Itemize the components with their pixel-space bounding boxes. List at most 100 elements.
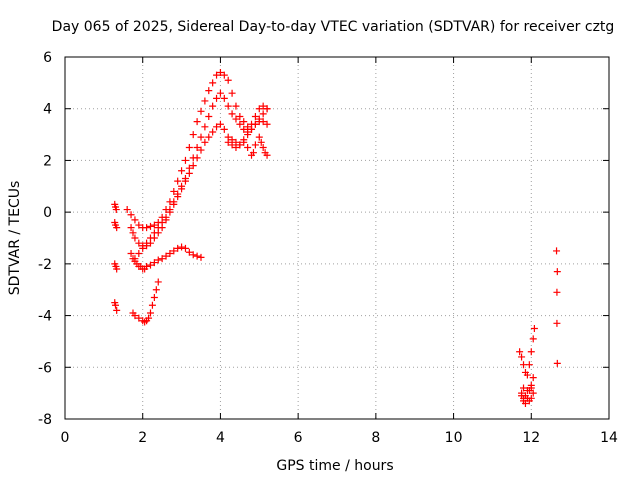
y-axis-label: SDTVAR / TECUs xyxy=(7,181,23,296)
data-point xyxy=(263,120,271,128)
data-point xyxy=(255,105,263,113)
data-point xyxy=(127,211,135,219)
data-point xyxy=(516,348,524,356)
series-sat-g xyxy=(224,133,271,159)
x-axis-label: GPS time / hours xyxy=(276,458,393,474)
data-point xyxy=(123,206,131,214)
data-point xyxy=(174,177,182,185)
x-tick-label: 6 xyxy=(294,430,303,446)
data-point xyxy=(527,348,535,356)
x-tick-label: 12 xyxy=(522,430,540,446)
y-tick-label: -4 xyxy=(38,309,52,325)
data-point xyxy=(146,222,154,230)
data-point xyxy=(150,293,158,301)
data-point xyxy=(189,251,197,259)
data-point xyxy=(162,206,170,214)
data-point xyxy=(228,136,236,144)
data-point xyxy=(127,250,135,258)
data-point xyxy=(236,120,244,128)
data-point xyxy=(135,221,143,229)
data-point xyxy=(131,234,139,242)
x-tick-label: 2 xyxy=(138,430,147,446)
data-point xyxy=(228,110,236,118)
data-point xyxy=(240,118,248,126)
data-point xyxy=(185,144,193,151)
data-point xyxy=(166,198,174,206)
data-markers xyxy=(111,69,561,407)
data-point xyxy=(523,387,531,395)
data-point xyxy=(143,262,151,270)
data-point xyxy=(216,120,224,128)
data-point xyxy=(216,69,224,77)
data-point xyxy=(135,250,143,258)
data-point xyxy=(255,133,263,141)
data-point xyxy=(181,156,189,164)
data-point xyxy=(236,112,244,120)
y-tick-label: -6 xyxy=(38,360,52,376)
data-point xyxy=(257,138,265,146)
data-point xyxy=(213,94,221,102)
data-point xyxy=(154,256,162,264)
data-point xyxy=(185,164,193,172)
data-point xyxy=(146,309,154,317)
series-sat-j xyxy=(553,247,561,367)
data-point xyxy=(181,244,189,252)
y-tick-label: -8 xyxy=(38,412,52,428)
data-point xyxy=(135,239,143,247)
data-point xyxy=(146,261,154,269)
data-point xyxy=(197,253,205,261)
data-point xyxy=(150,221,158,229)
data-point xyxy=(244,123,252,131)
data-point xyxy=(197,146,205,154)
data-point xyxy=(166,250,174,258)
data-point xyxy=(112,301,120,309)
data-point xyxy=(205,112,213,120)
data-point xyxy=(154,278,162,286)
data-point xyxy=(521,399,529,407)
data-point xyxy=(143,239,151,247)
data-point xyxy=(178,167,186,175)
data-point xyxy=(170,247,178,255)
data-point xyxy=(193,144,201,151)
y-tick-label: -2 xyxy=(38,257,52,273)
data-point xyxy=(178,243,186,251)
data-point xyxy=(553,359,561,367)
data-point xyxy=(213,123,221,131)
data-point xyxy=(193,118,201,126)
data-point xyxy=(236,141,244,149)
data-point xyxy=(228,89,236,97)
data-point xyxy=(251,141,259,149)
data-point xyxy=(518,353,526,361)
data-point xyxy=(530,325,538,332)
data-point xyxy=(521,392,529,400)
data-point xyxy=(189,131,197,139)
chart-title: Day 065 of 2025, Sidereal Day-to-day VTE… xyxy=(52,19,615,35)
data-point xyxy=(146,234,154,242)
data-point xyxy=(518,389,526,397)
data-point xyxy=(174,190,182,198)
y-tick-label: 2 xyxy=(43,153,52,169)
data-point xyxy=(553,319,561,327)
data-point xyxy=(220,71,228,79)
data-point xyxy=(150,229,158,237)
series-sat-d xyxy=(127,118,271,250)
x-tick-label: 8 xyxy=(371,430,380,446)
data-point xyxy=(131,216,139,224)
y-tick-labels: -8 -6 -4 -2 0 2 4 6 xyxy=(38,50,52,428)
data-point xyxy=(150,259,158,267)
series-sat-i xyxy=(518,374,537,405)
data-point xyxy=(249,149,257,157)
grid-lines xyxy=(65,57,609,419)
data-point xyxy=(255,115,263,123)
data-point xyxy=(263,105,271,113)
plot-frame xyxy=(64,56,610,420)
data-point xyxy=(205,87,213,95)
x-tick-label: 0 xyxy=(61,430,70,446)
data-point xyxy=(213,71,221,79)
data-point xyxy=(224,102,232,110)
data-point xyxy=(113,306,121,314)
data-point xyxy=(525,397,533,405)
series-sat-a xyxy=(111,200,121,314)
data-point xyxy=(263,151,271,159)
data-point xyxy=(162,252,170,260)
